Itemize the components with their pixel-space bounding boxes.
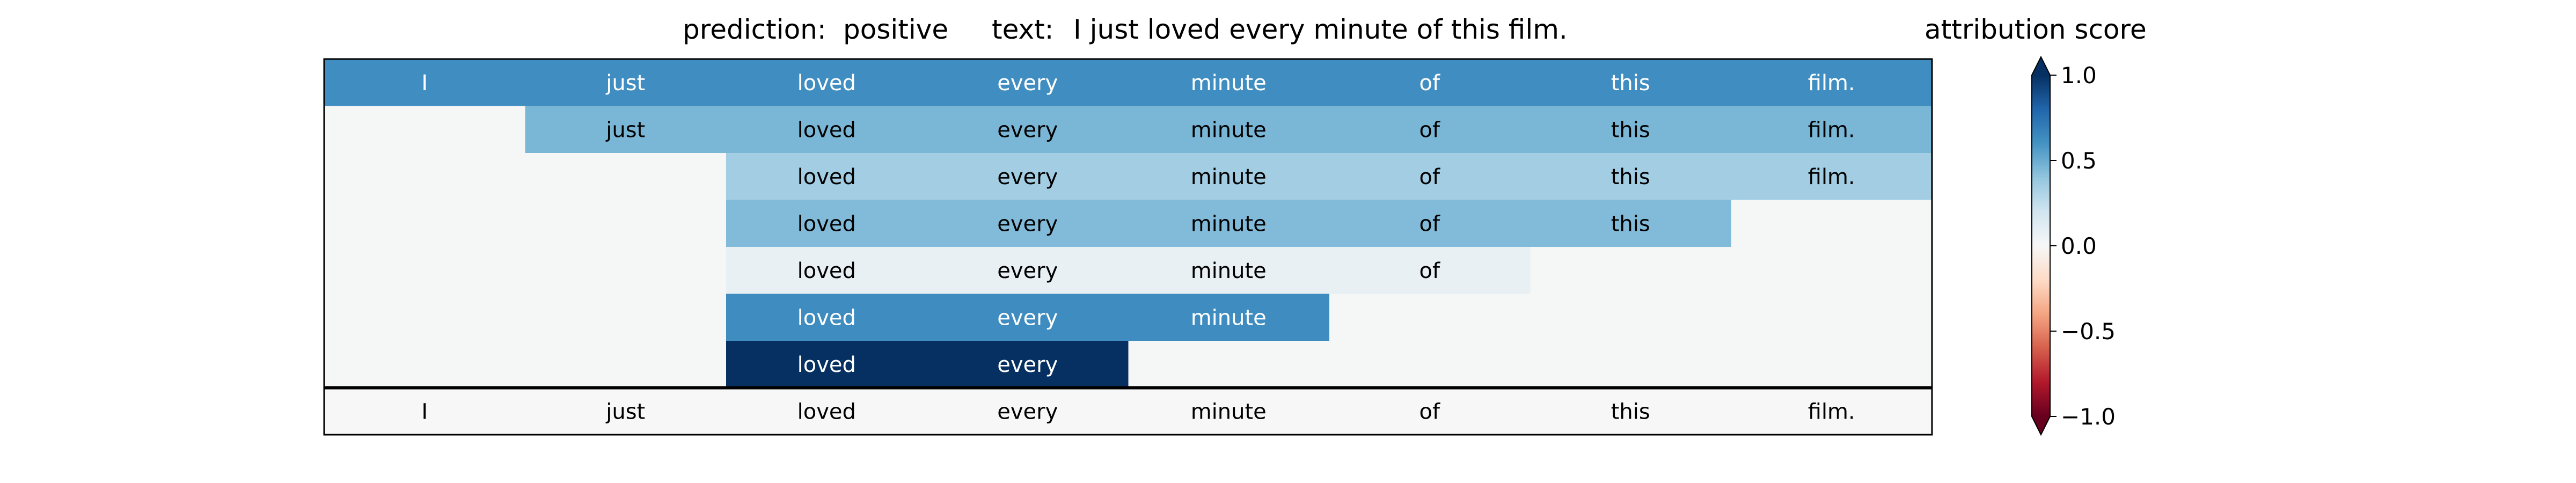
heatmap-cell-label: every [997,353,1058,377]
colorbar-gradient [2032,75,2050,416]
bottom-row-token: of [1419,399,1440,424]
heatmap-cell [927,294,1129,341]
heatmap-cell [1329,59,1531,106]
heatmap-cell [1128,59,1329,106]
bottom-row-token: every [997,399,1058,424]
heatmap-cell-label: minute [1191,71,1267,96]
colorbar-tick-label: 0.0 [2061,233,2097,259]
colorbar-tick-label: −0.5 [2061,318,2116,345]
heatmap-cell [927,59,1129,106]
heatmap-cell-label: minute [1191,118,1267,142]
colorbar-tick-label: 0.5 [2061,148,2097,174]
heatmap-cell [1329,153,1531,200]
heatmap-cell [1128,294,1329,341]
heatmap-cell [726,200,927,247]
heatmap-cell [927,106,1129,153]
heatmap-cell [726,153,927,200]
heatmap-cell [1329,247,1531,294]
heatmap-cell-label: every [997,305,1058,330]
text-label: text: [992,14,1054,45]
heatmap-cell [1731,106,1933,153]
heatmap-frame [323,58,1933,436]
heatmap-cell-label: this [1611,71,1650,96]
heatmap-cell [927,153,1129,200]
heatmap-cell-label: loved [797,305,856,330]
colorbar: 1.0 0.5 0.0 −0.5 −1.0 [2031,55,2116,436]
bottom-row-token: this [1611,399,1650,424]
heatmap-cell [726,106,927,153]
colorbar-tick-label: −1.0 [2061,404,2116,430]
heatmap-cell [1128,153,1329,200]
heatmap-cell [1128,106,1329,153]
heatmap-cell [726,247,927,294]
bottom-row-token: just [605,399,645,424]
heatmap-cell-label: just [605,118,645,142]
heatmap-cell-label: of [1419,118,1440,142]
heatmap-cell [1530,153,1731,200]
heatmap-cell [1530,200,1731,247]
heatmap-cell-label: loved [797,71,856,96]
heatmap-cell-label: every [997,259,1058,283]
heatmap-cell-label: every [997,211,1058,236]
heatmap-cell [726,294,927,341]
heatmap-cell-label: of [1419,259,1440,283]
heatmap-cell-label: of [1419,71,1440,96]
heatmap-cell [1329,106,1531,153]
prediction-value: positive [843,14,949,45]
heatmap-cell-label: this [1611,165,1650,189]
heatmap-cell [726,341,927,388]
bottom-row [324,387,1932,435]
heatmap-cell [525,106,727,153]
heatmap-cell [1329,200,1531,247]
colorbar-title: attribution score [1924,14,2147,45]
heatmap-cell-label: film. [1808,165,1855,189]
heatmap-cell [1731,153,1933,200]
heatmap-cell-label: minute [1191,165,1267,189]
heatmap-cell [1530,106,1731,153]
heatmap-cell [1128,247,1329,294]
heatmap-cell-label: every [997,165,1058,189]
colorbar-extend-max [2032,57,2050,75]
heatmap-cell-label: this [1611,118,1650,142]
heatmap-cell-label: minute [1191,259,1267,283]
heatmap-cell-label: minute [1191,211,1267,236]
bottom-row-token: loved [797,399,856,424]
heatmap-cell [1731,59,1933,106]
heatmap-cell-label: minute [1191,305,1267,330]
colorbar-extend-min [2032,416,2050,435]
heatmap-cell [525,59,727,106]
heatmap-cell-label: loved [797,118,856,142]
heatmap-cell-label: I [421,71,428,96]
colorbar-tick-label: 1.0 [2061,62,2097,89]
heatmap-cell-label: loved [797,211,856,236]
heatmap-cell-label: loved [797,353,856,377]
heatmap-cell-label: film. [1808,71,1855,96]
heatmap-cell-label: just [605,71,645,96]
bottom-row-token: I [421,399,428,424]
heatmap-cell [927,247,1129,294]
heatmap-cell-label: this [1611,211,1650,236]
heatmap-cell [726,59,927,106]
heatmap-cell-label: of [1419,165,1440,189]
heatmap-cell-label: loved [797,165,856,189]
input-text: I just loved every minute of this film. [1073,14,1568,45]
heatmap-cell-label: film. [1808,118,1855,142]
heatmap-cell-label: of [1419,211,1440,236]
prediction-label: prediction: [683,14,826,45]
heatmap-cell-label: every [997,118,1058,142]
heatmap-cell [1530,59,1731,106]
heatmap-cell-label: loved [797,259,856,283]
heatmap-cell [324,59,525,106]
bottom-row-token: film. [1808,399,1855,424]
heatmap-cell [927,200,1129,247]
heatmap-cell [927,341,1129,388]
bottom-row-token: minute [1191,399,1267,424]
heatmap-cell [1128,200,1329,247]
heatmap-cell-label: every [997,71,1058,96]
